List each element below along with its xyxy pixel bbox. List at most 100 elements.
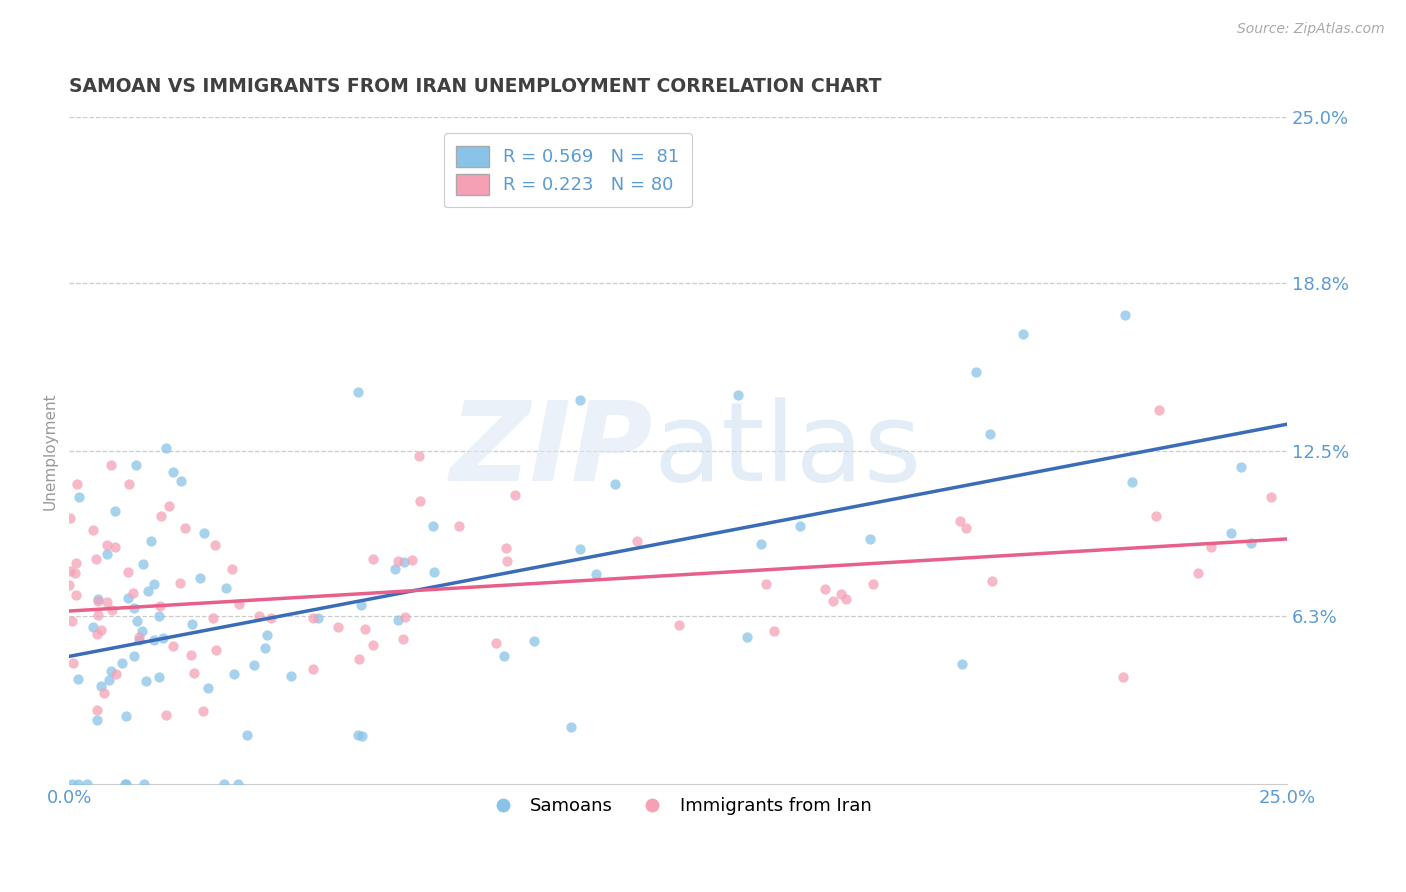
- Point: [496, 554, 519, 568]
- Point: [350, 598, 373, 612]
- Point: [60, 614, 83, 628]
- Point: [60, 777, 83, 791]
- Point: [242, 657, 264, 672]
- Point: [82, 619, 104, 633]
- Point: [86, 703, 108, 717]
- Point: [236, 728, 259, 742]
- Point: [215, 582, 238, 596]
- Point: [93, 686, 115, 700]
- Point: [626, 533, 648, 548]
- Point: [66, 672, 89, 686]
- Legend: Samoans, Immigrants from Iran: Samoans, Immigrants from Iran: [478, 789, 879, 822]
- Point: [735, 630, 758, 644]
- Point: [260, 610, 283, 624]
- Point: [1199, 541, 1222, 555]
- Point: [87, 592, 110, 607]
- Point: [423, 566, 446, 580]
- Point: [222, 667, 245, 681]
- Point: [65, 588, 87, 602]
- Point: [104, 504, 127, 518]
- Point: [392, 555, 415, 569]
- Point: [495, 541, 517, 555]
- Point: [114, 709, 136, 723]
- Point: [449, 519, 471, 533]
- Point: [349, 652, 371, 666]
- Point: [59, 564, 82, 578]
- Point: [59, 510, 82, 524]
- Point: [86, 627, 108, 641]
- Point: [202, 611, 225, 625]
- Point: [84, 552, 107, 566]
- Point: [1144, 508, 1167, 523]
- Point: [328, 620, 350, 634]
- Point: [142, 633, 165, 648]
- Point: [132, 777, 155, 791]
- Point: [749, 537, 772, 551]
- Point: [384, 561, 406, 575]
- Text: atlas: atlas: [654, 398, 922, 505]
- Point: [197, 681, 219, 696]
- Point: [122, 601, 145, 615]
- Point: [955, 521, 977, 535]
- Point: [668, 618, 690, 632]
- Point: [82, 523, 104, 537]
- Point: [131, 557, 153, 571]
- Point: [104, 541, 127, 555]
- Point: [104, 666, 127, 681]
- Point: [204, 643, 226, 657]
- Point: [823, 593, 845, 607]
- Point: [354, 622, 377, 636]
- Point: [101, 603, 124, 617]
- Point: [228, 597, 250, 611]
- Point: [361, 551, 384, 566]
- Point: [174, 521, 197, 535]
- Point: [394, 609, 416, 624]
- Point: [86, 714, 108, 728]
- Point: [87, 594, 110, 608]
- Point: [1187, 566, 1209, 581]
- Point: [188, 571, 211, 585]
- Point: [193, 525, 215, 540]
- Point: [401, 553, 423, 567]
- Point: [981, 574, 1004, 589]
- Point: [125, 615, 148, 629]
- Point: [149, 508, 172, 523]
- Point: [97, 673, 120, 687]
- Point: [727, 387, 749, 401]
- Point: [118, 477, 141, 491]
- Point: [117, 591, 139, 605]
- Point: [605, 476, 627, 491]
- Point: [568, 541, 591, 556]
- Point: [494, 649, 516, 664]
- Point: [503, 487, 526, 501]
- Point: [125, 458, 148, 472]
- Text: ZIP: ZIP: [450, 398, 654, 505]
- Point: [204, 538, 226, 552]
- Point: [789, 519, 811, 533]
- Point: [149, 599, 172, 613]
- Point: [183, 666, 205, 681]
- Point: [90, 624, 112, 638]
- Point: [485, 636, 508, 650]
- Point: [302, 611, 325, 625]
- Point: [65, 556, 87, 570]
- Point: [63, 566, 86, 581]
- Point: [1260, 490, 1282, 504]
- Point: [96, 538, 118, 552]
- Point: [350, 729, 373, 743]
- Point: [307, 611, 329, 625]
- Point: [131, 624, 153, 638]
- Point: [247, 609, 270, 624]
- Point: [1121, 475, 1143, 489]
- Point: [1219, 526, 1241, 541]
- Point: [128, 630, 150, 644]
- Point: [830, 587, 852, 601]
- Point: [979, 427, 1001, 442]
- Point: [128, 632, 150, 647]
- Point: [392, 632, 415, 647]
- Point: [1011, 327, 1033, 342]
- Point: [115, 777, 138, 791]
- Point: [100, 664, 122, 678]
- Point: [141, 533, 163, 548]
- Point: [346, 384, 368, 399]
